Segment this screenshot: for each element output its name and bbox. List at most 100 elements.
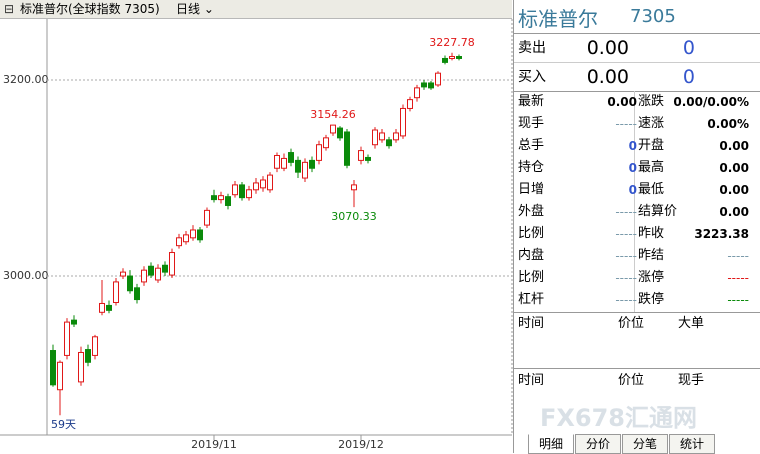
candle-body xyxy=(330,124,336,134)
candle-body xyxy=(204,209,210,226)
tab[interactable]: 分价 xyxy=(575,434,621,454)
field-value: ----- xyxy=(727,271,749,285)
candle-body xyxy=(288,152,294,163)
candle-body xyxy=(218,195,224,201)
field-label: 比例 xyxy=(518,226,545,241)
field-label: 持仓 xyxy=(518,160,545,175)
candle-body xyxy=(106,304,112,311)
field-value: ----- xyxy=(615,293,637,307)
field-value: 3223.38 xyxy=(694,227,749,241)
column-header: 现手 xyxy=(678,373,705,388)
period: 日线 xyxy=(176,2,201,16)
field-value: ----- xyxy=(727,249,749,263)
candle-body xyxy=(323,137,329,149)
candle-body xyxy=(358,150,364,161)
field-value: 0 xyxy=(628,139,637,153)
column-header: 时间 xyxy=(518,316,545,331)
field-value: ----- xyxy=(727,293,749,307)
field-value: 0.00 xyxy=(719,205,749,219)
candle-body xyxy=(162,264,168,273)
candle-body xyxy=(372,129,378,146)
quote-row: 比例 ----- 涨停 ----- xyxy=(514,267,760,289)
quote-row: 总手 0 开盘 0.00 xyxy=(514,135,760,157)
field-label: 总手 xyxy=(518,138,545,153)
ticks-header: 时间 价位 现手 xyxy=(514,370,760,392)
candle-body xyxy=(449,56,455,59)
menu-icon[interactable]: ⊟ xyxy=(4,2,15,16)
field-label: 昨收 xyxy=(638,226,665,241)
field-label: 最低 xyxy=(638,182,665,197)
quote-row: 最新 0.00 涨跌 0.00/0.00% xyxy=(514,91,760,113)
quote-row: 杠杆 ----- 跌停 ----- xyxy=(514,289,760,311)
candle-body xyxy=(225,196,231,206)
candle-body xyxy=(442,57,448,63)
quote-row: 持仓 0 最高 0.00 xyxy=(514,157,760,179)
field-value: 0 xyxy=(628,161,637,175)
field-value: 0.00 xyxy=(719,183,749,197)
field-label: 结算价 xyxy=(638,204,678,219)
candle-body xyxy=(141,269,147,283)
candle-body xyxy=(134,287,140,301)
x-tick-label: 2019/12 xyxy=(338,438,384,451)
candle-body xyxy=(169,252,175,276)
field-value: 0.00/0.00% xyxy=(673,95,749,109)
candle-body xyxy=(400,107,406,137)
tab[interactable]: 明细 xyxy=(528,434,574,454)
field-value: 0.00 xyxy=(719,161,749,175)
field-label: 现手 xyxy=(518,116,545,131)
candle-body xyxy=(148,265,154,276)
field-value: ----- xyxy=(615,227,637,241)
plot-area xyxy=(47,19,512,435)
candle-body xyxy=(253,182,259,191)
candle-body xyxy=(456,56,462,59)
quote-row: 比例 ----- 昨收 3223.38 xyxy=(514,223,760,245)
quote-row: 日增 0 最低 0.00 xyxy=(514,179,760,201)
period-selector[interactable]: 日线 ⌄ xyxy=(176,2,214,16)
quote-panel: 标准普尔 7305 卖出 0.00 0 买入 0.00 0 最新 0.00 涨跌 0.… xyxy=(513,0,760,454)
instrument-name: 标准普尔 xyxy=(518,7,598,31)
day-count: 59天 xyxy=(51,418,76,431)
candle-body xyxy=(302,161,308,179)
candle-body xyxy=(64,321,70,356)
divider xyxy=(514,62,760,63)
candle-body xyxy=(267,174,273,191)
watermark: FX678汇通网 xyxy=(540,404,697,432)
candle-body xyxy=(421,82,427,88)
tab[interactable]: 统计 xyxy=(669,434,715,454)
chart-tab[interactable]: 标准普尔(全球指数 7305) xyxy=(20,2,160,16)
divider xyxy=(514,33,760,34)
quote-row: 现手 ----- 速涨 0.00% xyxy=(514,113,760,135)
order-row: 卖出 0.00 0 xyxy=(514,34,760,62)
field-value: 0.00% xyxy=(707,117,749,131)
quote-row: 内盘 ----- 昨结 ----- xyxy=(514,245,760,267)
candle-body xyxy=(57,361,63,391)
divider xyxy=(514,91,760,92)
candle-body xyxy=(127,275,133,292)
field-value: ----- xyxy=(615,271,637,285)
candle-body xyxy=(393,132,399,141)
order-volume: 0 xyxy=(682,66,695,88)
candle-body xyxy=(183,234,189,243)
candle-body xyxy=(239,184,245,199)
column-header: 价位 xyxy=(618,373,645,388)
annotation: 3154.26 xyxy=(310,108,356,121)
trades-header: 时间 价位 大单 xyxy=(514,313,760,335)
candle-body xyxy=(92,336,98,356)
column-header: 价位 xyxy=(618,316,645,331)
top-bar: ⊟ 标准普尔(全球指数 7305) 日线 ⌄ xyxy=(0,0,512,19)
candle-body xyxy=(344,131,350,166)
candle-body xyxy=(71,319,77,325)
candle-body xyxy=(99,302,105,313)
field-label: 外盘 xyxy=(518,204,545,219)
order-price: 0.00 xyxy=(586,37,629,59)
order-volume: 0 xyxy=(682,37,695,59)
candle-body xyxy=(386,139,392,147)
divider xyxy=(514,368,760,369)
candle-body xyxy=(190,229,196,239)
field-label: 内盘 xyxy=(518,248,545,263)
candle-body xyxy=(281,157,287,169)
annotation: 3227.78 xyxy=(429,36,475,49)
tab[interactable]: 分笔 xyxy=(622,434,668,454)
field-label: 开盘 xyxy=(638,138,665,153)
